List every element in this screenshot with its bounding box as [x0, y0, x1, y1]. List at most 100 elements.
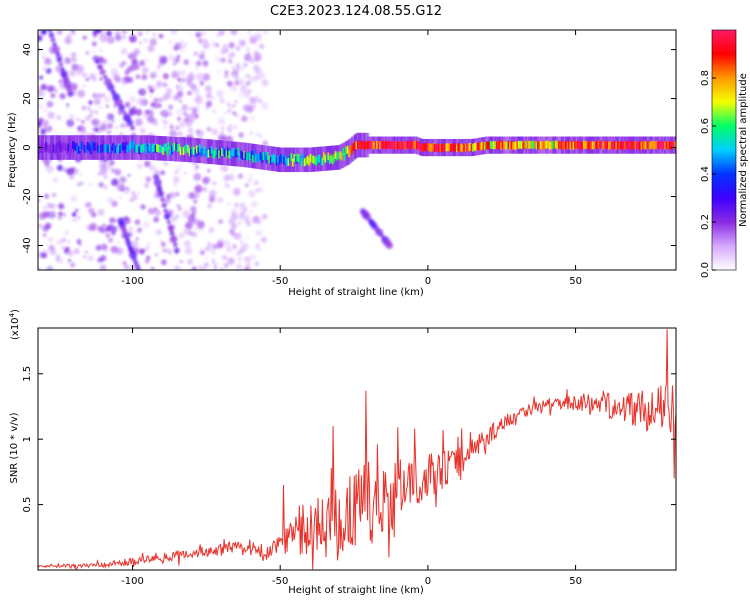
noise-streak-dot [99, 68, 106, 76]
noise-speckle [93, 98, 101, 106]
noise-speckle [187, 259, 193, 265]
noise-speckle [207, 88, 213, 94]
noise-speckle [132, 191, 136, 195]
spectrogram-frame [37, 29, 677, 271]
noise-speckle [163, 125, 167, 129]
noise-speckle [214, 265, 218, 269]
noise-speckle [229, 228, 235, 234]
noise-speckle [139, 41, 142, 45]
snr-x-ticks: -100 -50 0 50 [121, 328, 582, 587]
noise-streak-dot [118, 104, 126, 112]
noise-speckle [240, 211, 245, 216]
noise-speckle [227, 202, 231, 206]
noise-speckle [160, 170, 166, 175]
noise-speckle [259, 135, 263, 139]
noise-speckle [135, 237, 139, 241]
noise-speckle [105, 30, 112, 37]
noise-speckle [127, 53, 132, 57]
noise-speckle [128, 95, 137, 103]
noise-speckle [176, 167, 181, 173]
noise-speckle [168, 40, 172, 44]
noise-speckle [153, 97, 159, 103]
noise-speckle [179, 39, 184, 45]
noise-speckle [57, 202, 65, 210]
noise-streak-dot [153, 178, 162, 187]
noise-speckle [47, 210, 56, 219]
noise-speckle [144, 160, 151, 168]
noise-speckle [76, 239, 82, 244]
noise-speckle [175, 85, 179, 89]
snr-y-multiplier-exponent: 4 [8, 312, 16, 317]
noise-speckle [97, 208, 105, 216]
noise-speckle [46, 100, 54, 108]
noise-speckle [192, 86, 200, 94]
noise-speckle [198, 265, 202, 269]
noise-speckle [239, 78, 244, 83]
noise-speckle [42, 119, 50, 127]
noise-speckle [195, 165, 199, 169]
noise-speckle [113, 104, 117, 108]
noise-speckle [75, 208, 79, 213]
noise-speckle [153, 216, 160, 223]
noise-speckle [223, 73, 229, 79]
snr-x-axis-label: Height of straight line (km) [288, 585, 424, 596]
noise-speckle [52, 176, 59, 183]
noise-speckle [239, 202, 246, 208]
noise-speckle [90, 110, 94, 114]
noise-speckle [148, 164, 155, 170]
noise-speckle [115, 34, 122, 41]
noise-speckle [190, 212, 196, 218]
noise-streak-dot [164, 213, 171, 220]
noise-speckle [232, 111, 237, 116]
noise-speckle [78, 131, 84, 136]
noise-speckle [85, 116, 91, 122]
noise-speckle [105, 104, 109, 108]
noise-speckle [162, 82, 168, 88]
noise-speckle [136, 163, 143, 170]
spectrogram-y-ticks: -40 -20 0 20 40 [22, 43, 676, 254]
noise-speckle [234, 202, 240, 208]
noise-speckle [207, 242, 212, 247]
noise-speckle [149, 88, 154, 94]
noise-speckle [176, 204, 180, 207]
noise-speckle [115, 184, 122, 191]
noise-speckle [138, 248, 145, 255]
noise-speckle [158, 98, 163, 103]
noise-speckle [110, 67, 118, 76]
noise-speckle [243, 84, 247, 88]
noise-speckle [205, 106, 208, 110]
noise-speckle [255, 230, 262, 237]
noise-speckle [80, 173, 83, 176]
noise-speckle [172, 95, 179, 101]
noise-speckle [76, 215, 82, 220]
noise-speckle [225, 183, 230, 189]
noise-streak-dot [130, 125, 136, 131]
noise-streak-dot [94, 59, 100, 64]
noise-speckle [158, 33, 164, 39]
noise-speckle [145, 58, 148, 61]
noise-speckle [70, 195, 77, 202]
noise-speckle [120, 132, 123, 135]
noise-speckle [99, 162, 107, 170]
colorbar-tick-label: 0.0 [700, 262, 711, 278]
noise-speckle [228, 218, 235, 225]
noise-speckle [44, 249, 50, 254]
noise-speckle [226, 246, 233, 253]
noise-speckle [187, 216, 196, 225]
noise-speckle [243, 62, 248, 68]
noise-speckle [216, 32, 221, 38]
noise-speckle [240, 240, 243, 243]
noise-speckle [189, 231, 194, 236]
noise-speckle [249, 210, 253, 214]
spectrogram-panel: -100 -50 0 50 -40 -20 0 20 40 Height of straigh… [7, 29, 677, 298]
noise-speckle [45, 164, 54, 173]
noise-speckle [249, 96, 256, 104]
noise-speckle [184, 246, 193, 255]
noise-speckle [234, 100, 238, 104]
noise-speckle [155, 229, 162, 236]
noise-speckle [202, 41, 211, 50]
noise-speckle [121, 60, 127, 66]
noise-speckle [123, 75, 131, 83]
noise-speckle [198, 53, 205, 60]
noise-speckle [129, 198, 134, 202]
